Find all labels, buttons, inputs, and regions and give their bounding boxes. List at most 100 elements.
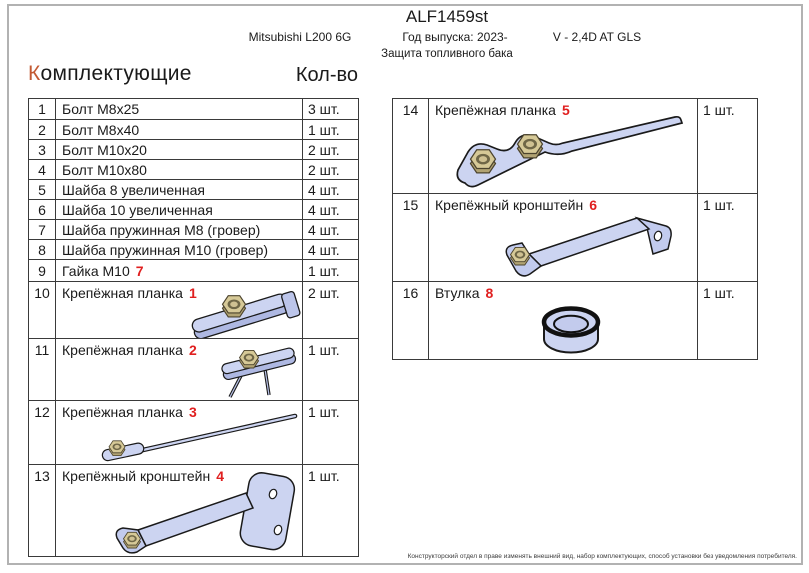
engine-variant: V - 2,4D AT GLS <box>552 30 642 44</box>
part-qty: 3 шт. <box>302 99 358 119</box>
part-name-text: Шайба 10 увеличенная <box>62 201 213 218</box>
table-row: 4 Болт М10х80 2 шт. <box>29 159 358 179</box>
disclaimer-note: Конструкторский отдел в праве изменять в… <box>407 553 797 560</box>
row-number: 13 <box>29 465 56 556</box>
part-qty: 1 шт. <box>302 465 358 556</box>
part-qty: 2 шт. <box>302 140 358 159</box>
mounting-plate-2-illustration <box>221 347 297 398</box>
part-name-text: Гайка М10 <box>62 262 130 279</box>
qty-heading: Кол-во <box>295 64 358 86</box>
vehicle-model: Mitsubishi L200 6G <box>248 30 352 44</box>
table-row: 14 Крепёжная планка 5 1 шт. <box>393 99 757 193</box>
part-name: Крепёжная планка 1 <box>56 282 302 338</box>
table-row: 13 Крепёжный кронштейн 4 1 шт. <box>29 464 358 556</box>
table-row: 11 Крепёжная планка 2 1 шт. <box>29 338 358 400</box>
part-name: Болт М10х20 <box>56 140 302 159</box>
part-name-text: Крепёжная планка <box>62 404 183 420</box>
production-year: Год выпуска: 2023- <box>402 30 508 44</box>
table-row: 1 Болт М8х25 3 шт. <box>29 99 358 119</box>
mounting-plate-5-illustration <box>456 115 684 188</box>
part-name: Крепёжная планка 3 <box>56 401 302 464</box>
part-name-text: Болт М10х20 <box>62 141 147 158</box>
table-row: 8 Шайба пружинная М10 (гровер) 4 шт. <box>29 239 358 259</box>
table-row: 5 Шайба 8 увеличенная 4 шт. <box>29 179 358 199</box>
part-name-text: Крепёжная планка <box>435 102 556 118</box>
mounting-plate-1-illustration <box>191 290 301 338</box>
part-name: Болт М10х80 <box>56 160 302 179</box>
part-ref: 8 <box>485 285 494 301</box>
part-ref: 7 <box>135 262 144 279</box>
product-name: Защита топливного бака <box>381 48 513 60</box>
table-row: 7 Шайба пружинная М8 (гровер) 4 шт. <box>29 219 358 239</box>
row-number: 15 <box>393 194 429 281</box>
table-row: 12 Крепёжная планка 3 1 шт. <box>29 400 358 464</box>
part-name: Крепёжная планка 2 <box>56 339 302 400</box>
part-qty: 1 шт. <box>302 401 358 464</box>
part-qty: 1 шт. <box>697 99 757 193</box>
part-ref: 5 <box>561 102 570 118</box>
mounting-bracket-4-illustration <box>115 472 296 554</box>
part-qty: 1 шт. <box>302 339 358 400</box>
part-name-text: Втулка <box>435 285 480 301</box>
part-name: Гайка М10 7 <box>56 260 302 281</box>
parts-table-right: 14 Крепёжная планка 5 1 шт. 15 Крепёжный … <box>392 98 758 360</box>
part-qty: 2 шт. <box>302 282 358 338</box>
part-name: Крепёжная планка 5 <box>429 99 697 193</box>
part-qty: 1 шт. <box>697 282 757 359</box>
part-qty: 4 шт. <box>302 200 358 219</box>
table-row: 16 Втулка 8 1 шт. <box>393 281 757 359</box>
row-number: 12 <box>29 401 56 464</box>
part-qty: 4 шт. <box>302 240 358 259</box>
row-number: 11 <box>29 339 56 400</box>
part-qty: 1 шт. <box>302 120 358 139</box>
part-name-text: Шайба 8 увеличенная <box>62 181 205 198</box>
part-name-text: Шайба пружинная М8 (гровер) <box>62 221 261 238</box>
document-code: ALF1459st <box>405 7 489 26</box>
part-name-text: Крепёжная планка <box>62 285 183 301</box>
row-number: 10 <box>29 282 56 338</box>
part-qty: 2 шт. <box>302 160 358 179</box>
table-row: 3 Болт М10х20 2 шт. <box>29 139 358 159</box>
part-ref: 3 <box>188 404 197 420</box>
mounting-plate-3-illustration <box>101 413 298 462</box>
part-name: Шайба 10 увеличенная <box>56 200 302 219</box>
row-number: 6 <box>29 200 56 219</box>
part-name-text: Шайба пружинная М10 (гровер) <box>62 241 269 258</box>
table-row: 6 Шайба 10 увеличенная 4 шт. <box>29 199 358 219</box>
part-name: Болт М8х40 <box>56 120 302 139</box>
part-qty: 1 шт. <box>697 194 757 281</box>
part-ref: 2 <box>188 342 197 358</box>
mounting-bracket-6-illustration <box>505 216 672 277</box>
part-qty: 1 шт. <box>302 260 358 281</box>
table-row: 10 Крепёжная планка 1 2 шт. <box>29 281 358 338</box>
part-ref: 6 <box>589 197 598 213</box>
row-number: 1 <box>29 99 56 119</box>
part-qty: 4 шт. <box>302 180 358 199</box>
part-name-text: Крепёжный кронштейн <box>62 468 211 484</box>
row-number: 2 <box>29 120 56 139</box>
row-number: 16 <box>393 282 429 359</box>
table-row: 15 Крепёжный кронштейн 6 1 шт. <box>393 193 757 281</box>
parts-heading-accent-letter: К <box>28 62 41 85</box>
part-name-text: Крепёжный кронштейн <box>435 197 584 213</box>
page-border <box>7 4 803 565</box>
table-row: 2 Болт М8х40 1 шт. <box>29 119 358 139</box>
table-row: 9 Гайка М10 7 1 шт. <box>29 259 358 281</box>
part-qty: 4 шт. <box>302 220 358 239</box>
bushing-8-illustration <box>541 306 601 354</box>
part-name: Шайба 8 увеличенная <box>56 180 302 199</box>
parts-heading: Комплектующие <box>28 62 192 86</box>
part-name: Шайба пружинная М10 (гровер) <box>56 240 302 259</box>
parts-heading-rest: омплектующие <box>40 62 192 85</box>
part-name: Шайба пружинная М8 (гровер) <box>56 220 302 239</box>
part-name-text: Крепёжная планка <box>62 342 183 358</box>
part-name-text: Болт М10х80 <box>62 161 147 178</box>
row-number: 14 <box>393 99 429 193</box>
part-name: Болт М8х25 <box>56 99 302 119</box>
part-name: Втулка 8 <box>429 282 697 359</box>
row-number: 9 <box>29 260 56 281</box>
part-name-text: Болт М8х25 <box>62 101 140 117</box>
row-number: 7 <box>29 220 56 239</box>
row-number: 5 <box>29 180 56 199</box>
